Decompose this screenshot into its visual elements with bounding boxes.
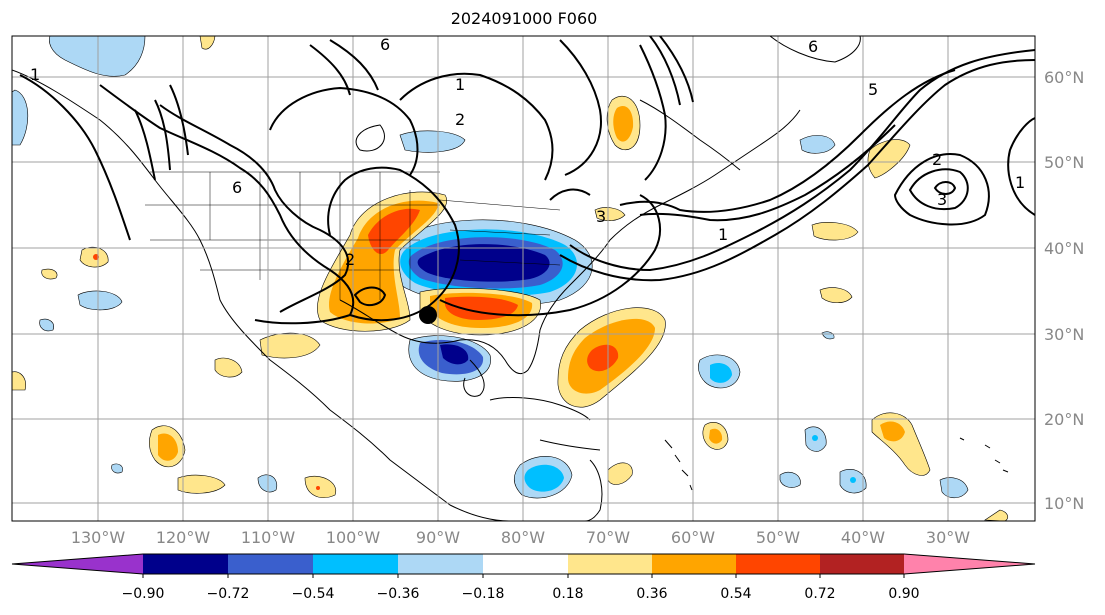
colorbar: [11, 553, 1036, 578]
contour-label: 3: [937, 190, 947, 209]
coastlines: [12, 36, 1009, 521]
contour-labels: 6 6 6 5 2 2 3 1 1 1 1 2 3: [30, 35, 1025, 269]
colorbar-cell-7: [652, 554, 736, 574]
colorbar-cell-4: [398, 554, 483, 574]
colorbar-cell-8: [736, 554, 820, 574]
contour-label: 1: [30, 65, 40, 84]
colorbar-cell-9: [820, 554, 904, 574]
lon-label-100w: 100°W: [325, 528, 381, 547]
contour-label: 1: [455, 75, 465, 94]
colorbar-tick-label: −0.72: [206, 586, 250, 602]
colorbar-tick-label: 0.72: [804, 586, 836, 602]
lon-label-40w: 40°W: [840, 528, 886, 547]
lat-label-10n: 10°N: [1044, 494, 1085, 513]
contour-label: 2: [455, 110, 465, 129]
contour-label: 6: [380, 35, 390, 54]
colorbar-tick-label: 0.54: [720, 586, 752, 602]
colorbar-tick-label: −0.90: [121, 586, 165, 602]
colorbar-cell-2: [228, 554, 313, 574]
colorbar-tick-label: 0.36: [636, 586, 668, 602]
lon-label-80w: 80°W: [500, 528, 546, 547]
colorbar-cell-0: [12, 554, 143, 574]
colorbar-tick-label: −0.54: [291, 586, 335, 602]
colorbar-tick-label: −0.36: [376, 586, 420, 602]
lon-label-50w: 50°W: [755, 528, 801, 547]
colorbar-cell-1: [143, 554, 228, 574]
lat-label-30n: 30°N: [1044, 325, 1085, 344]
contour-label: 3: [596, 207, 606, 226]
colorbar-tick-label: −0.18: [461, 586, 505, 602]
lat-label-60n: 60°N: [1044, 68, 1085, 87]
contour-label: 1: [718, 225, 728, 244]
contour-label: 6: [232, 178, 242, 197]
colorbar-tick-label: 0.18: [552, 586, 584, 602]
lon-label-90w: 90°W: [415, 528, 461, 547]
colorbar-cell-5: [483, 554, 568, 574]
colorbar-cell-3: [313, 554, 398, 574]
location-marker: [419, 306, 437, 324]
lon-label-120w: 120°W: [155, 528, 211, 547]
lon-label-110w: 110°W: [240, 528, 296, 547]
lon-label-130w: 130°W: [70, 528, 126, 547]
contour-lines: [19, 36, 1035, 325]
contour-label: 2: [932, 150, 942, 169]
colorbar-tick-label: 0.90: [888, 586, 920, 602]
colorbar-cell-6: [568, 554, 652, 574]
graticule: [12, 36, 1035, 521]
contour-label: 1: [1015, 173, 1025, 192]
lon-label-30w: 30°W: [925, 528, 971, 547]
lat-label-50n: 50°N: [1044, 153, 1085, 172]
contour-label: 5: [868, 80, 878, 99]
contour-label: 6: [808, 37, 818, 56]
contour-label: 2: [345, 250, 355, 269]
lat-label-40n: 40°N: [1044, 239, 1085, 258]
colorbar-cell-10: [904, 554, 1035, 574]
lon-label-60w: 60°W: [670, 528, 716, 547]
lat-label-20n: 20°N: [1044, 410, 1085, 429]
political-boundaries: [145, 171, 561, 300]
shaded-anomaly-fields: [12, 36, 1009, 521]
map-frame: [11, 35, 1036, 522]
lon-label-70w: 70°W: [585, 528, 631, 547]
map-title: 2024091000 F060: [450, 9, 598, 28]
